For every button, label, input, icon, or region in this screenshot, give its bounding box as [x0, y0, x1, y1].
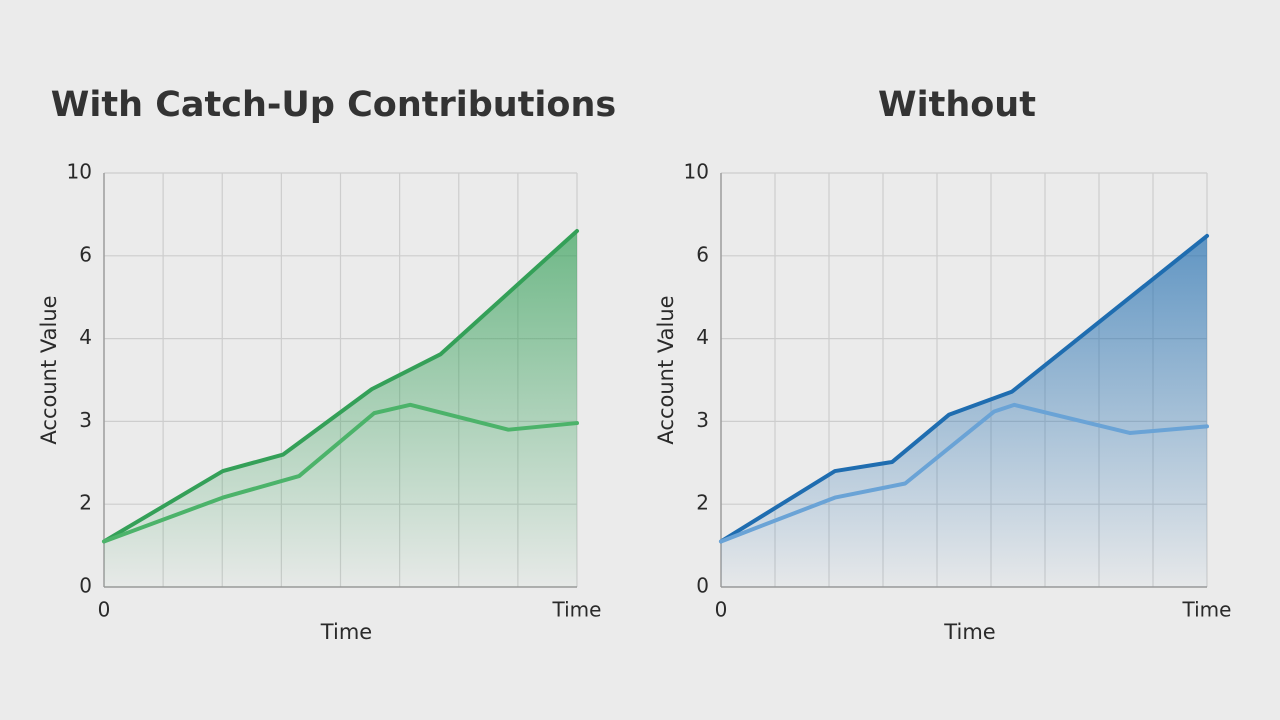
y-tick-label: 0	[696, 574, 709, 598]
chart-title: With Catch-Up Contributions	[51, 85, 616, 125]
x-tick-label: Time	[1182, 598, 1232, 622]
y-axis-title: Account Value	[37, 295, 61, 444]
y-tick-label: 2	[79, 491, 92, 515]
x-tick-label: 0	[715, 598, 728, 622]
y-tick-label: 10	[684, 160, 709, 184]
y-tick-label: 3	[79, 408, 92, 432]
y-axis-title: Account Value	[654, 295, 678, 444]
y-tick-label: 4	[696, 325, 709, 349]
y-tick-label: 4	[79, 325, 92, 349]
y-tick-label: 3	[696, 408, 709, 432]
x-axis-title: Time	[320, 620, 372, 644]
x-tick-label: 0	[98, 598, 111, 622]
y-tick-label: 6	[79, 242, 92, 266]
line	[719, 402, 1209, 544]
area	[721, 235, 1207, 588]
line	[102, 402, 579, 544]
y-tick-label: 0	[79, 574, 92, 598]
y-tick-label: 6	[696, 242, 709, 266]
chart-title: Without	[878, 85, 1036, 125]
y-tick-label: 2	[696, 491, 709, 515]
x-tick-label: Time	[552, 598, 602, 622]
x-axis-title: Time	[943, 620, 995, 644]
line	[719, 233, 1209, 544]
line	[102, 228, 579, 544]
y-tick-label: 10	[67, 160, 92, 184]
